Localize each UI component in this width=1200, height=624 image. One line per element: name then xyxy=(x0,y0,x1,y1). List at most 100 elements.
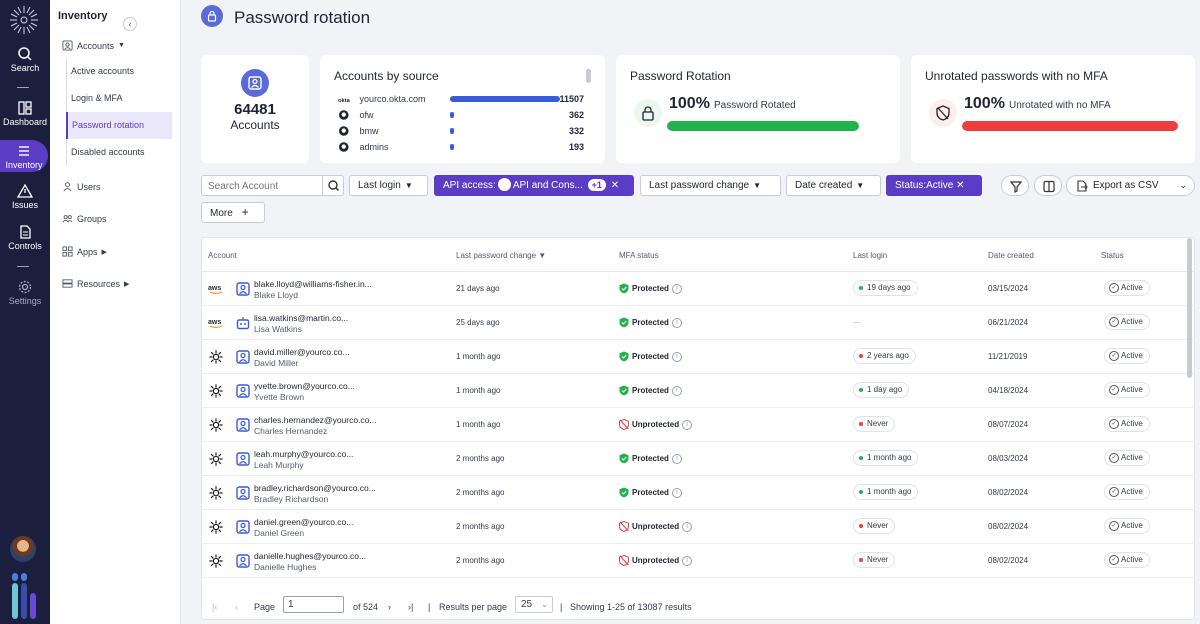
sidebar-item-password-rotation[interactable]: Password rotation xyxy=(66,112,172,139)
info-icon[interactable]: i xyxy=(671,385,682,396)
status-bars-icon xyxy=(12,573,36,619)
collapse-sidebar-button[interactable]: ‹ xyxy=(123,17,137,31)
table-row[interactable]: bradley.richardson@yourco.co... Bradley R… xyxy=(202,476,1194,510)
okta-sunburst-icon xyxy=(209,554,223,568)
column-header-last-login[interactable]: Last login xyxy=(853,251,888,260)
status-badge: Active xyxy=(1104,450,1150,466)
last-password-change: 25 days ago xyxy=(456,318,500,327)
sidebar-item-accounts[interactable]: Accounts ▼ xyxy=(62,40,125,51)
last-password-change: 1 month ago xyxy=(456,352,501,361)
table-row-partial xyxy=(202,578,1194,591)
status-badge: Active xyxy=(1104,280,1150,296)
shield-check-icon xyxy=(619,317,629,328)
account-name: Yvette Brown xyxy=(254,392,305,402)
account-email[interactable]: daniel.green@yourco.co... xyxy=(254,517,354,527)
close-icon[interactable]: ✕ xyxy=(956,180,965,191)
rail-dashboard[interactable]: Dashboard xyxy=(0,100,50,127)
column-header-date-created[interactable]: Date created xyxy=(988,251,1034,260)
table-row[interactable]: daniel.green@yourco.co... Daniel Green 2 m… xyxy=(202,510,1194,544)
account-email[interactable]: charles.hernandez@yourco.co... xyxy=(254,415,377,425)
column-header-mfa-status[interactable]: MFA status xyxy=(619,251,659,260)
table-row[interactable]: danielle.hughes@yourco.co... Danielle Hug… xyxy=(202,544,1194,578)
info-icon[interactable]: i xyxy=(682,419,693,430)
more-filters-button[interactable]: More + xyxy=(201,202,265,223)
scrollbar[interactable] xyxy=(586,69,591,83)
table-row[interactable]: aws blake.lloyd@williams-fisher.in... Blak… xyxy=(202,272,1194,306)
rail-controls[interactable]: Controls xyxy=(0,224,50,251)
sidebar-item-login-mfa[interactable]: Login & MFA xyxy=(71,93,123,103)
page-input[interactable]: 1 xyxy=(283,596,344,613)
filter-button[interactable] xyxy=(1001,175,1029,196)
avatar[interactable] xyxy=(10,536,36,562)
account-email[interactable]: bradley.richardson@yourco.co... xyxy=(254,483,376,493)
account-email[interactable]: blake.lloyd@williams-fisher.in... xyxy=(254,279,372,289)
sidebar-item-groups[interactable]: Groups xyxy=(62,213,107,224)
mfa-status: Unprotected i xyxy=(619,555,693,566)
column-header-status[interactable]: Status xyxy=(1101,251,1124,260)
last-login-filter[interactable]: Last login ▼ xyxy=(349,175,428,196)
table-scrollbar[interactable] xyxy=(1187,238,1192,378)
info-icon[interactable]: i xyxy=(671,351,682,362)
export-csv-button[interactable]: Export as CSV ⌄ xyxy=(1066,175,1195,196)
last-page-icon[interactable]: ›| xyxy=(408,602,414,612)
search-input[interactable] xyxy=(202,177,322,196)
account-email[interactable]: leah.murphy@yourco.co... xyxy=(254,449,354,459)
account-email[interactable]: lisa.watkins@martin.co... xyxy=(254,313,349,323)
rail-dashboard-label: Dashboard xyxy=(2,117,48,127)
status-filter[interactable]: Status:Active ✕ xyxy=(886,175,982,196)
sidebar-item-disabled-accounts[interactable]: Disabled accounts xyxy=(71,147,145,157)
info-icon[interactable]: i xyxy=(671,317,682,328)
sidebar-item-resources[interactable]: Resources ▶ xyxy=(62,278,129,289)
prev-page-icon[interactable]: ‹ xyxy=(235,602,238,612)
date-created-filter[interactable]: Date created ▼ xyxy=(786,175,881,196)
rail-issues[interactable]: Issues xyxy=(0,183,50,210)
separator: | xyxy=(560,602,563,612)
column-header-account[interactable]: Account xyxy=(208,251,237,260)
separator: | xyxy=(428,602,431,612)
info-icon[interactable]: i xyxy=(671,453,682,464)
source-row[interactable]: ofw 362 xyxy=(338,107,584,123)
more-filters-label: More xyxy=(210,208,233,219)
account-email[interactable]: david.miller@yourco.co... xyxy=(254,347,350,357)
column-header-last-password-change[interactable]: Last password change ▼ xyxy=(456,251,546,260)
plus-icon: + xyxy=(241,205,249,219)
chevron-down-icon[interactable]: ⌄ xyxy=(1179,180,1187,190)
api-access-filter[interactable]: API access: API and Cons... +1 ✕ xyxy=(434,175,634,196)
rail-inventory[interactable]: Inventory xyxy=(0,140,48,172)
table-row[interactable]: aws lisa.watkins@martin.co... Lisa Watkins… xyxy=(202,306,1194,340)
account-email[interactable]: yvette.brown@yourco.co... xyxy=(254,381,355,391)
rail-settings[interactable]: Settings xyxy=(0,279,50,306)
close-icon[interactable]: ✕ xyxy=(610,180,620,191)
table-row[interactable]: yvette.brown@yourco.co... Yvette Brown 1 m… xyxy=(202,374,1194,408)
date-created: 08/02/2024 xyxy=(988,522,1029,531)
last-password-change-filter[interactable]: Last password change ▼ xyxy=(640,175,781,196)
rail-divider xyxy=(17,87,29,88)
account-name: Leah Murphy xyxy=(254,460,304,470)
sidebar-item-users[interactable]: Users xyxy=(62,181,101,192)
info-icon[interactable]: i xyxy=(682,555,693,566)
source-bar xyxy=(449,96,560,102)
source-name: yourco.okta.com xyxy=(359,94,426,104)
info-icon[interactable]: i xyxy=(671,283,682,294)
search-button[interactable] xyxy=(322,176,343,195)
info-icon[interactable]: i xyxy=(671,487,682,498)
first-page-icon[interactable]: |‹ xyxy=(212,602,218,612)
info-icon[interactable]: i xyxy=(682,521,693,532)
results-per-page-select[interactable]: 25 ⌄ xyxy=(515,596,553,613)
logo-icon xyxy=(10,6,38,34)
table-row[interactable]: charles.hernandez@yourco.co... Charles He… xyxy=(202,408,1194,442)
source-row[interactable]: okta yourco.okta.com 11507 xyxy=(338,91,584,107)
account-email[interactable]: danielle.hughes@yourco.co... xyxy=(254,551,367,561)
sidebar-item-apps[interactable]: Apps ▶ xyxy=(62,246,107,257)
sidebar-item-active-accounts[interactable]: Active accounts xyxy=(71,66,135,76)
source-row[interactable]: bmw 332 xyxy=(338,123,584,139)
rail-search[interactable]: Search xyxy=(0,46,50,73)
table-row[interactable]: david.miller@yourco.co... David Miller 1 m… xyxy=(202,340,1194,374)
source-row[interactable]: admins 193 xyxy=(338,139,584,155)
rotation-label: Password Rotated xyxy=(714,100,796,111)
date-created: 03/15/2024 xyxy=(988,284,1029,293)
table-row[interactable]: leah.murphy@yourco.co... Leah Murphy 2 mon… xyxy=(202,442,1194,476)
columns-button[interactable] xyxy=(1034,175,1062,196)
next-page-icon[interactable]: › xyxy=(388,602,391,612)
last-password-change: 2 months ago xyxy=(456,454,505,463)
